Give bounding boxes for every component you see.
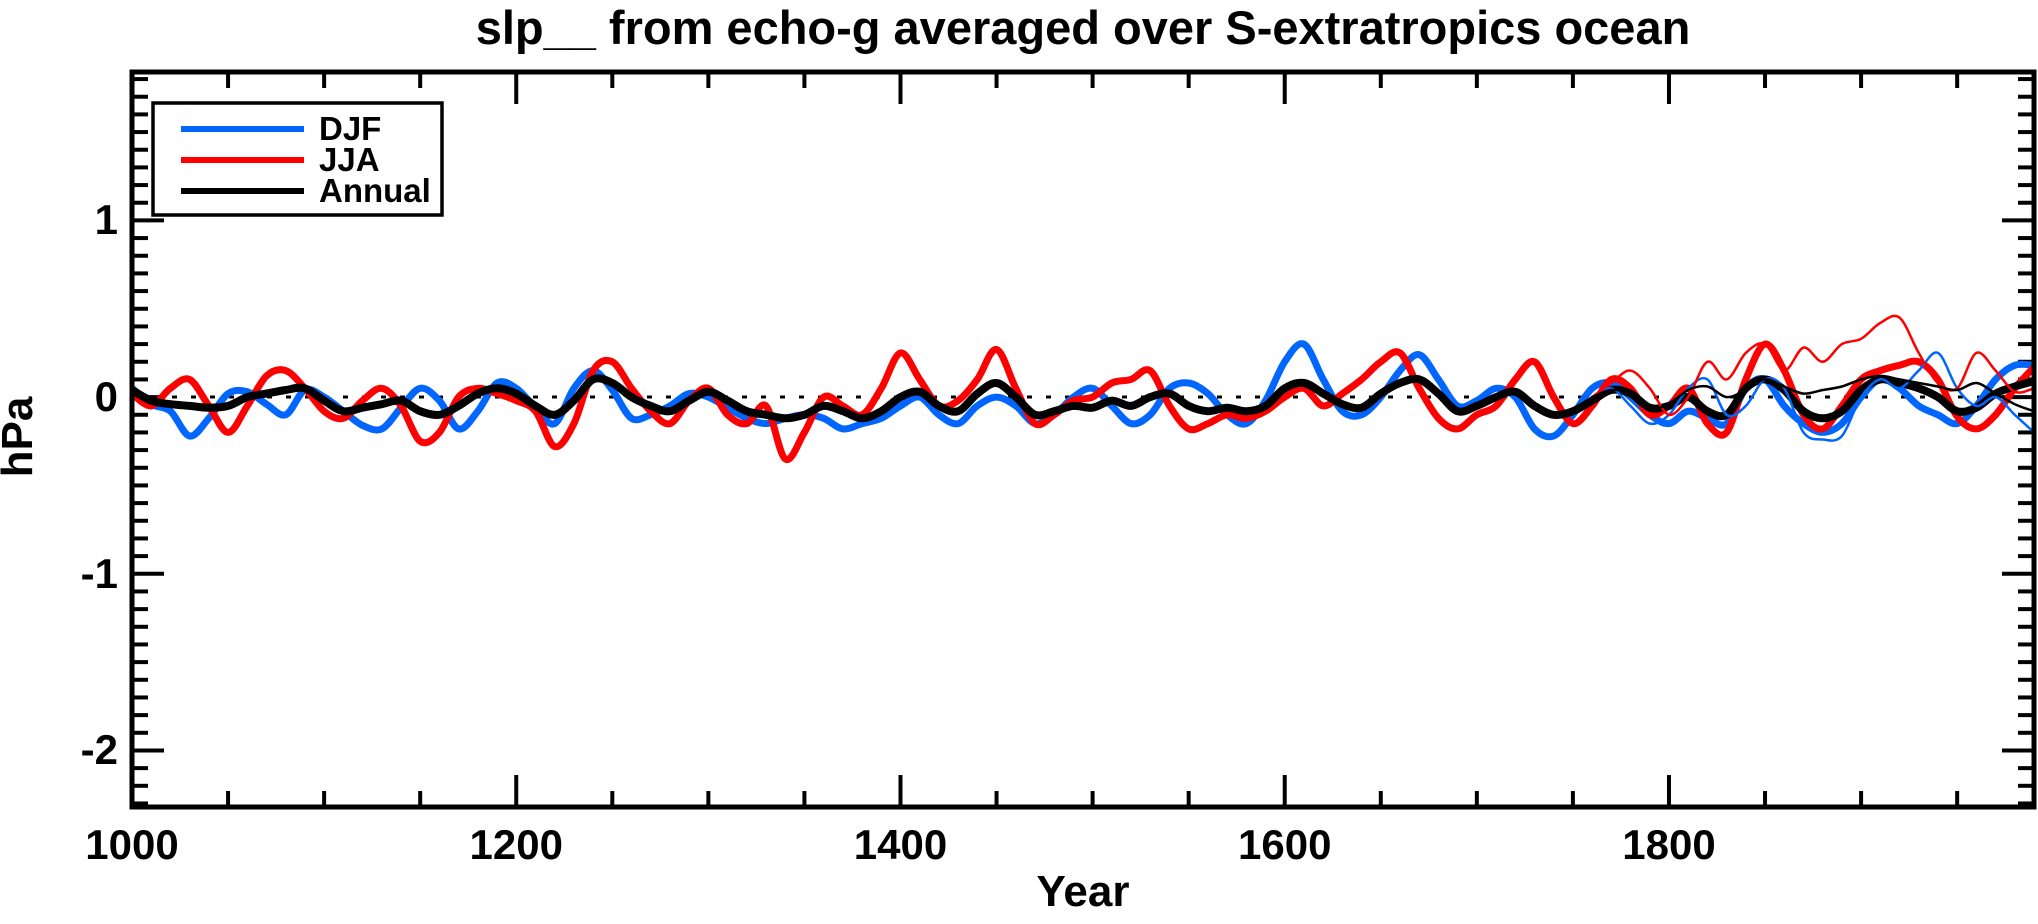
x-tick-label: 1800 <box>1622 821 1716 868</box>
series-annual-thin-second-run <box>1590 374 2034 413</box>
x-tick-label: 1600 <box>1238 821 1332 868</box>
legend-label-jja: JJA <box>319 141 380 178</box>
y-tick-label: -2 <box>80 726 118 774</box>
legend-label-annual: Annual <box>319 172 431 209</box>
x-tick-label: 1200 <box>469 821 563 868</box>
chart-title: slp__ from echo-g averaged over S-extrat… <box>475 1 1691 54</box>
x-tick-label: 1000 <box>85 821 179 868</box>
y-tick-label: -1 <box>80 549 118 597</box>
axis-ticks <box>132 72 2034 807</box>
y-tick-label: 0 <box>94 373 118 421</box>
series-jja-thin-second-run <box>1590 314 2034 417</box>
x-tick-label: 1400 <box>853 821 948 868</box>
legend: DJF JJA Annual <box>151 101 444 217</box>
y-tick-label: 1 <box>94 196 118 244</box>
plot-frame <box>129 69 2037 810</box>
data-curves <box>132 314 2034 463</box>
legend-label-djf: DJF <box>319 110 381 147</box>
x-axis-label: Year <box>1036 867 1130 916</box>
series-annual <box>132 374 2034 423</box>
